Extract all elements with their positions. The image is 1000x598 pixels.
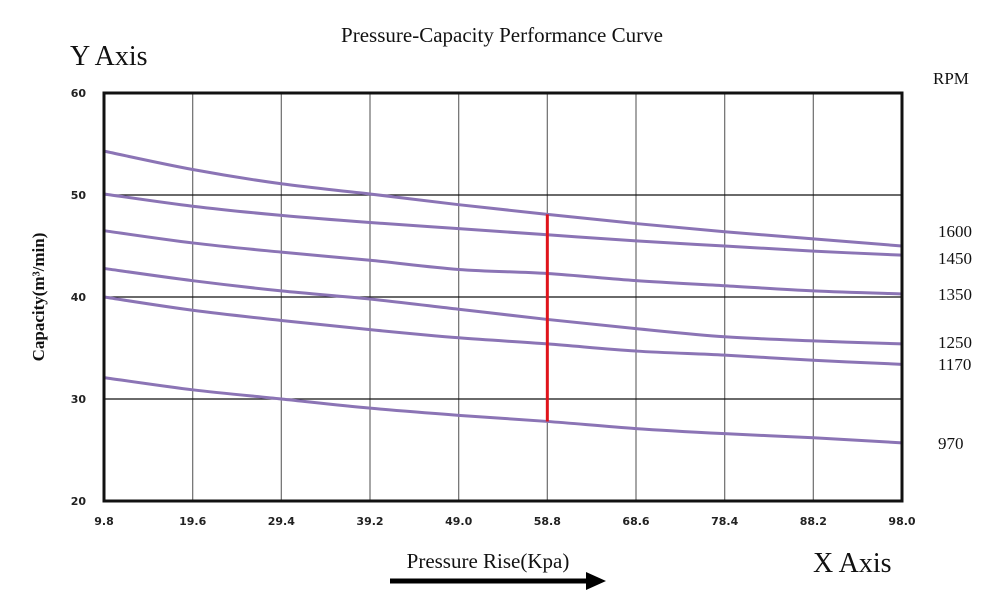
- rpm-label-1600: 1600: [938, 222, 972, 241]
- x-tick-label: 19.6: [179, 515, 206, 528]
- series-line-1350: [103, 229, 903, 296]
- y-tick-label: 40: [71, 291, 87, 304]
- series-group: [103, 149, 903, 445]
- x-tick-label: 68.6: [622, 515, 649, 528]
- x-tick-label: 88.2: [800, 515, 827, 528]
- x-tick-label: 49.0: [445, 515, 472, 528]
- series-line-1450: [103, 192, 903, 257]
- y-tick-label: 50: [71, 189, 87, 202]
- y-tick-label: 20: [71, 495, 87, 508]
- rpm-label-1350: 1350: [938, 285, 972, 304]
- series-line-970: [103, 376, 903, 445]
- grid: [103, 92, 903, 502]
- x-axis-label: Pressure Rise(Kpa): [407, 549, 570, 573]
- rpm-labels: 1600 1450 1350 1250 1170 970: [938, 222, 972, 453]
- x-tick-label: 58.8: [534, 515, 561, 528]
- y-axis-caption: Y Axis: [70, 41, 148, 72]
- legend-title: RPM: [933, 69, 969, 88]
- y-tick-label: 60: [71, 87, 87, 100]
- chart-title: Pressure-Capacity Performance Curve: [341, 23, 663, 47]
- x-tick-label: 9.8: [94, 515, 114, 528]
- rpm-label-970: 970: [938, 434, 964, 453]
- x-axis-caption: X Axis: [813, 548, 892, 579]
- series-line-1170: [103, 295, 903, 366]
- series-line-1600: [103, 149, 903, 248]
- rpm-label-1170: 1170: [938, 355, 971, 374]
- y-axis-label: Capacity(m³/min): [29, 233, 48, 362]
- ticks: 9.8 19.6 29.4 39.2 49.0 58.8 68.6 78.4 88.2 98.0 2…: [71, 87, 916, 528]
- arrow-right-icon: [390, 572, 606, 590]
- rpm-label-1450: 1450: [938, 249, 972, 268]
- x-tick-label: 98.0: [888, 515, 915, 528]
- x-tick-label: 78.4: [711, 515, 738, 528]
- x-tick-label: 39.2: [356, 515, 383, 528]
- y-tick-label: 30: [71, 393, 87, 406]
- series-line-1250: [103, 266, 903, 346]
- rpm-label-1250: 1250: [938, 333, 972, 352]
- plot-border: [102, 91, 904, 503]
- x-tick-label: 29.4: [268, 515, 295, 528]
